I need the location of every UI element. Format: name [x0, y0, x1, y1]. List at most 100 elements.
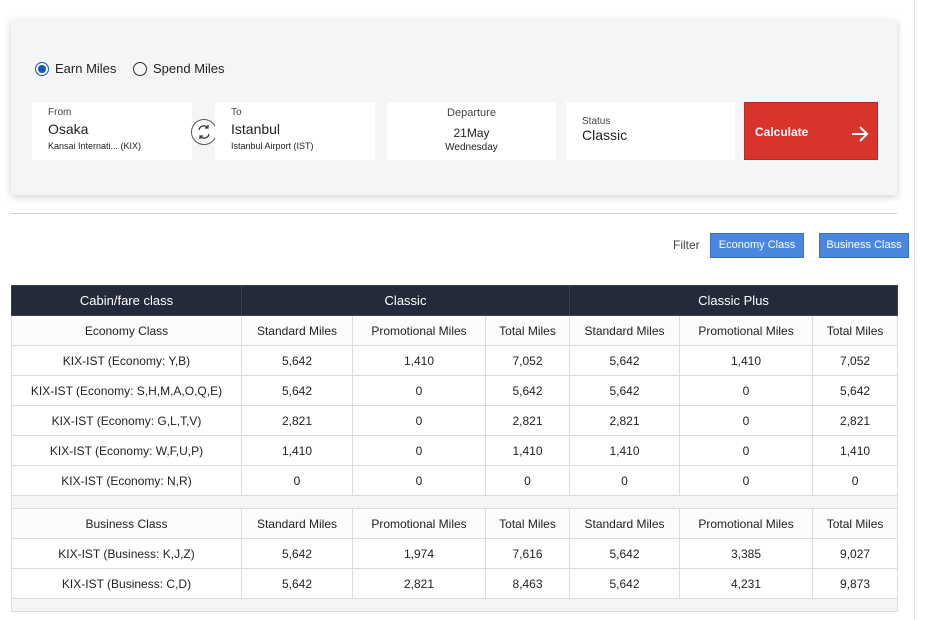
section-header-row: Economy Class Standard Miles Promotional M…: [11, 315, 899, 346]
radio[interactable]: Earn Miles: [35, 61, 116, 76]
swap-button[interactable]: [190, 118, 218, 146]
miles-cell: 0: [569, 465, 681, 496]
miles-cell: 0: [352, 435, 486, 466]
miles-cell: 5,642: [569, 375, 681, 406]
city: Osaka: [48, 121, 89, 137]
miles-cell: 5,642: [241, 538, 353, 569]
radio-dot: [133, 61, 147, 76]
column-header: Total Miles: [484, 315, 571, 346]
data-row: KIX-IST (Economy: G,L,T,V) 2,821 0 2,821 2,8…: [11, 405, 899, 436]
miles-cell: 0: [679, 405, 814, 436]
miles-cell: 1,410: [484, 435, 571, 466]
departure-field[interactable]: Departure 21May Wednesday: [387, 102, 556, 160]
column-header: Promotional Miles: [679, 508, 814, 539]
column-header: Promotional Miles: [352, 508, 486, 539]
filter-button[interactable]: Economy Class: [710, 233, 804, 258]
header-cell: Cabin/fare class: [11, 285, 242, 316]
weekday: Wednesday: [445, 142, 498, 153]
filter-button[interactable]: Business Class: [819, 233, 909, 258]
column-header: Promotional Miles: [679, 315, 814, 346]
miles-cell: 1,410: [241, 435, 353, 466]
radio-label: Spend Miles: [153, 61, 225, 76]
radio[interactable]: Spend Miles: [133, 61, 225, 76]
from-field[interactable]: From Osaka Kansai Internati... (KIX): [32, 102, 192, 160]
calculate-button[interactable]: Calculate: [744, 102, 878, 160]
miles-cell: 4,231: [679, 568, 814, 599]
miles-cell: 7,052: [812, 345, 899, 376]
miles-cell: 0: [679, 435, 814, 466]
divider: [11, 213, 897, 214]
miles-cell: 1,410: [569, 435, 681, 466]
header-cell: Classic Plus: [569, 285, 899, 316]
arrow-icon: [852, 126, 869, 142]
miles-cell: 0: [812, 465, 899, 496]
status: Classic: [582, 127, 628, 143]
radio-dot: [35, 61, 49, 76]
miles-cell: 1,410: [679, 345, 814, 376]
miles-cell: 2,821: [569, 405, 681, 436]
date: 21May: [453, 126, 490, 140]
miles-cell: 0: [484, 465, 571, 496]
data-row: KIX-IST (Economy: W,F,U,P) 1,410 0 1,410 1,4…: [11, 435, 899, 466]
fare-class: KIX-IST (Economy: Y,B): [11, 345, 242, 376]
miles-cell: 0: [352, 405, 486, 436]
filter-label: Filter: [673, 238, 700, 252]
miles-cell: 0: [241, 465, 353, 496]
city: Istanbul: [231, 121, 281, 137]
miles-cell: 5,642: [569, 568, 681, 599]
header-row: Cabin/fare class Classic Classic Plus: [11, 285, 899, 316]
spacer-row: [10, 598, 899, 612]
miles-cell: 5,642: [812, 375, 899, 406]
miles-cell: 2,821: [241, 405, 353, 436]
to-field[interactable]: To Istanbul Istanbul Airport (IST): [215, 102, 375, 160]
scrollbar: [914, 0, 915, 620]
miles-cell: 5,642: [484, 375, 571, 406]
miles-cell: 5,642: [241, 568, 353, 599]
miles-cell: 3,385: [679, 538, 814, 569]
radio-label: Earn Miles: [55, 61, 117, 76]
column-header: Standard Miles: [241, 508, 353, 539]
fare-class: KIX-IST (Economy: G,L,T,V): [11, 405, 242, 436]
label: Status: [582, 116, 611, 127]
miles-table: Cabin/fare class Classic Classic Plus Econo…: [10, 285, 899, 612]
column-header: Total Miles: [812, 315, 899, 346]
miles-cell: 9,027: [812, 538, 899, 569]
miles-cell: 0: [679, 465, 814, 496]
label: Departure: [447, 107, 496, 119]
miles-cell: 5,642: [241, 375, 353, 406]
data-row: KIX-IST (Economy: Y,B) 5,642 1,410 7,052 5,6…: [11, 345, 899, 376]
data-row: KIX-IST (Economy: N,R) 0 0 0 0 0 0: [11, 465, 899, 496]
header-cell: Classic: [240, 285, 571, 316]
column-header: Standard Miles: [569, 508, 681, 539]
status-field[interactable]: Status Classic: [566, 102, 735, 160]
miles-cell: 8,463: [484, 568, 571, 599]
fare-class: KIX-IST (Economy: N,R): [11, 465, 242, 496]
fare-class: KIX-IST (Business: K,J,Z): [11, 538, 242, 569]
data-row: KIX-IST (Business: C,D) 5,642 2,821 8,463 5,…: [11, 568, 899, 599]
miles-cell: 1,410: [352, 345, 486, 376]
miles-cell: 9,873: [812, 568, 899, 599]
spacer-row: [10, 495, 899, 509]
column-header: Promotional Miles: [352, 315, 486, 346]
miles-cell: 2,821: [484, 405, 571, 436]
column-header: Standard Miles: [241, 315, 353, 346]
spacer-cell: [10, 495, 899, 509]
label: To: [231, 107, 242, 118]
miles-cell: 1,410: [812, 435, 899, 466]
airport: Istanbul Airport (IST): [231, 141, 314, 151]
fare-class: KIX-IST (Business: C,D): [11, 568, 242, 599]
data-row: KIX-IST (Economy: S,H,M,A,O,Q,E) 5,642 0 5,…: [11, 375, 899, 406]
miles-cell: 5,642: [241, 345, 353, 376]
fare-class: KIX-IST (Economy: W,F,U,P): [11, 435, 242, 466]
fare-class: KIX-IST (Economy: S,H,M,A,O,Q,E): [11, 375, 242, 406]
airport: Kansai Internati... (KIX): [48, 141, 142, 151]
miles-cell: 1,974: [352, 538, 486, 569]
miles-cell: 5,642: [569, 345, 681, 376]
miles-cell: 0: [352, 465, 486, 496]
column-header: Total Miles: [484, 508, 571, 539]
column-header: Total Miles: [812, 508, 899, 539]
miles-cell: 2,821: [352, 568, 486, 599]
button-label: Calculate: [755, 125, 809, 139]
spacer-cell: [10, 598, 899, 612]
